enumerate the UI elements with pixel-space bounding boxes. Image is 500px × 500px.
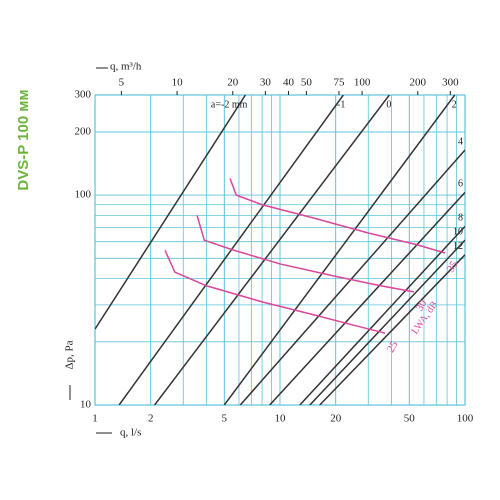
chart-title: DVS-P 100 мм (15, 89, 32, 190)
x2-tick-label: 100 (354, 77, 371, 89)
series-label: 25 (385, 339, 401, 355)
series-label: 4 (458, 136, 463, 147)
series-line (223, 95, 456, 405)
y-axis-label: Δp, Pa (64, 340, 76, 369)
series-label: 0 (386, 99, 391, 110)
series-line (299, 225, 465, 405)
x2-tick-label: 50 (301, 77, 313, 89)
series-label: a=-2 mm (211, 99, 248, 110)
x-axis-label: q, l/s (120, 427, 141, 439)
x2-tick-label: 10 (172, 77, 184, 89)
series-line (239, 149, 465, 405)
x-tick-label: 10 (275, 413, 287, 425)
x-tick-label: 1 (92, 413, 98, 425)
series-line (196, 215, 415, 293)
series-label: 2 (452, 99, 457, 110)
y-tick-label: 300 (75, 89, 92, 101)
y-tick-label: 200 (75, 125, 92, 137)
x2-tick-label: 75 (333, 77, 345, 89)
series-line (95, 95, 247, 330)
series-line (319, 254, 465, 405)
x-tick-label: 50 (404, 413, 416, 425)
x2-axis-label: q, m³/h (110, 61, 142, 73)
x2-tick-label: 30 (260, 77, 272, 89)
x-tick-label: 5 (222, 413, 228, 425)
x2-tick-label: 200 (410, 77, 427, 89)
series-label: -1 (337, 99, 345, 110)
x2-tick-label: 20 (227, 77, 239, 89)
series-line (229, 178, 446, 254)
series-label: 8 (458, 213, 463, 224)
x2-tick-label: 5 (119, 77, 125, 89)
series-label: 10 (453, 226, 463, 237)
y-tick-label: 100 (75, 189, 92, 201)
x-tick-label: 2 (148, 413, 154, 425)
plot-area (95, 95, 465, 405)
y-tick-label: 10 (80, 399, 92, 411)
series-line (309, 239, 465, 405)
series-line (164, 249, 386, 334)
series-line (154, 95, 390, 405)
x2-tick-label: 40 (283, 77, 295, 89)
x-tick-label: 20 (330, 413, 342, 425)
x-tick-label: 100 (457, 413, 474, 425)
series-line (269, 191, 465, 405)
series-label: 6 (458, 179, 463, 190)
x2-tick-label: 300 (442, 77, 459, 89)
series-label: 12 (453, 241, 463, 252)
